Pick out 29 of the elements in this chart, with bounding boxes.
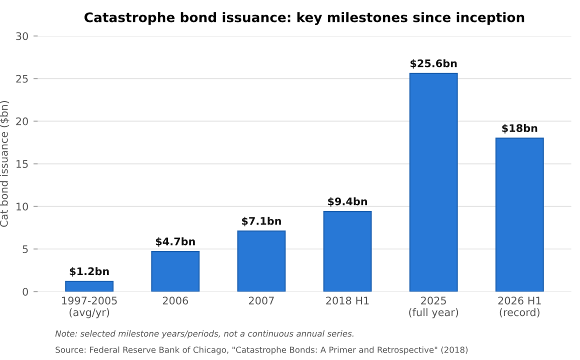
chart-title: Catastrophe bond issuance: key milestones since inception	[84, 12, 524, 25]
text: Note: selected milestone years/periods, not a continuous annual series.	[55, 330, 354, 338]
x-tick-label: 2025 (full year)	[409, 296, 458, 318]
y-tick-label: 30	[16, 32, 28, 40]
bar	[237, 230, 286, 292]
y-tick-label: 25	[16, 74, 28, 83]
x-tick-label: 2026 H1 (record)	[498, 296, 541, 318]
bar	[409, 72, 458, 292]
bar	[495, 138, 544, 292]
data-label: $1.2bn	[70, 267, 109, 277]
y-tick-label: 20	[16, 117, 28, 126]
y-tick-label: 15	[16, 160, 28, 168]
y-axis-title: Cat bond issuance ($bn)	[0, 101, 10, 227]
y-tick-label: 10	[16, 202, 28, 211]
bar	[151, 251, 200, 292]
y-tick-label: 0	[22, 288, 28, 296]
x-tick-label: 1997-2005 (avg/yr)	[62, 296, 117, 318]
data-label: $18bn	[502, 124, 538, 134]
source-note: Source: Federal Reserve Bank of Chicago, "Catastrophe Bonds: A Primer and Retrospective" (2018)	[56, 346, 468, 355]
y-tick-label: 5	[22, 245, 28, 254]
x-tick-label: 2007	[248, 296, 274, 305]
bar	[323, 210, 372, 292]
data-label: $4.7bn	[156, 237, 195, 247]
data-label: $7.1bn	[242, 216, 281, 226]
bar	[65, 280, 114, 292]
x-tick-label: 2006	[162, 296, 188, 305]
data-label: $9.4bn	[328, 197, 368, 207]
data-label: $25.6bn	[410, 59, 457, 69]
x-tick-label: 2018 H1	[326, 296, 369, 305]
